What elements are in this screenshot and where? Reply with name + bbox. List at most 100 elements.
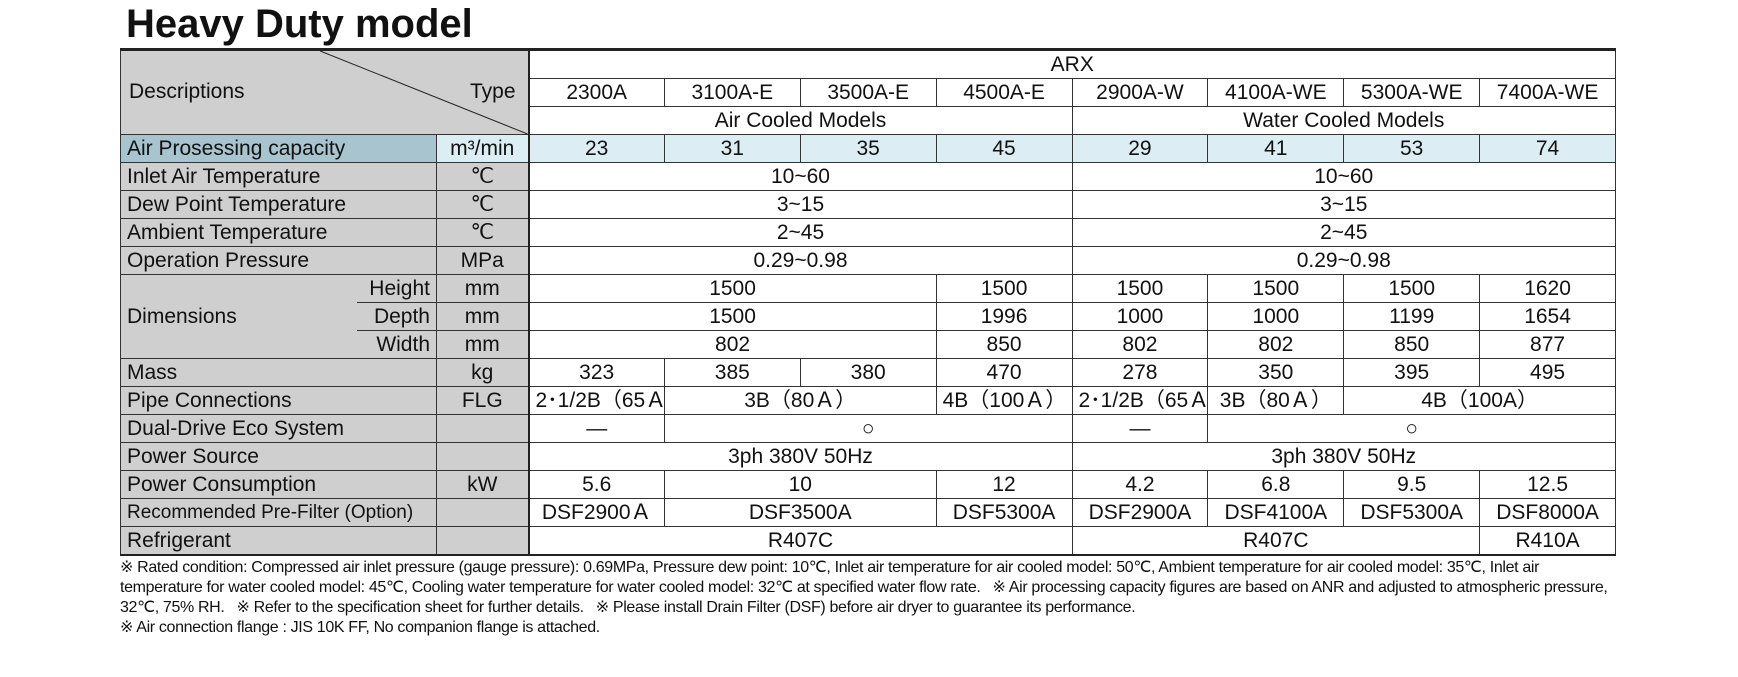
spec-row: Refrigerant R407C R407C R410A: [120, 526, 1616, 556]
spec-row: Operation Pressure MPa 0.29~0.98 0.29~0.98: [120, 246, 1616, 275]
value-cell: 802: [528, 330, 937, 359]
note: ※ Refer to the specification sheet for f…: [236, 599, 584, 616]
value-cell: 12.5: [1479, 470, 1616, 499]
value-cell: 1000: [1071, 302, 1209, 331]
value-cell: —: [1071, 414, 1209, 443]
row-label: Mass: [120, 358, 437, 387]
unit-cell: mm: [436, 302, 530, 331]
unit-cell: kW: [436, 470, 530, 499]
spec-row: Power Source 3ph 380V 50Hz 3ph 380V 50Hz: [120, 442, 1616, 471]
spec-row: Ambient Temperature ℃ 2~45 2~45: [120, 218, 1616, 247]
value-cell: 74: [1479, 134, 1616, 163]
header-row: Descriptions Type ARX: [120, 48, 1616, 135]
value-cell: 0.29~0.98: [528, 246, 1073, 275]
value-cell: 850: [935, 330, 1073, 359]
value-cell: DSF3500A: [663, 498, 937, 527]
value-cell: 4B（100Ａ）: [935, 386, 1073, 415]
dimension-row: Dimensions Height mm 1500 1500 1500 1500 1500 16…: [120, 274, 1616, 359]
corner-cell: Descriptions Type: [120, 48, 530, 135]
unit-cell: mm: [436, 274, 530, 303]
model-cell: 3100A-E: [663, 78, 801, 107]
note: ※ Rated condition: Compressed air inlet …: [120, 559, 1540, 596]
value-cell: 1199: [1343, 302, 1481, 331]
value-cell: 278: [1071, 358, 1209, 387]
value-cell: 802: [1071, 330, 1209, 359]
note: ※ Air connection flange : JIS 10K FF, No…: [120, 619, 600, 636]
value-cell: 35: [799, 134, 937, 163]
table-body: Descriptions Type ARX 2300A 3100A-E 3500A-…: [120, 48, 1616, 556]
spec-row: Pipe ConnectionsFLG2･1/2B（65Ａ）3B（80Ａ）4B（…: [120, 386, 1616, 415]
value-cell: ○: [663, 414, 1073, 443]
diagonal: [121, 51, 528, 134]
spec-table: Descriptions Type ARX 2300A 3100A-E 3500A-…: [120, 48, 1616, 556]
value-cell: 3~15: [1071, 190, 1616, 219]
value-cell: DSF5300A: [935, 498, 1073, 527]
value-cell: ○: [1207, 414, 1616, 443]
value-cell: 1620: [1479, 274, 1616, 303]
value-cell: 3B（80Ａ）: [1207, 386, 1345, 415]
unit-cell: kg: [436, 358, 530, 387]
value-cell: 1500: [1343, 274, 1481, 303]
unit-cell: m³/min: [436, 134, 530, 163]
spec-row: Recommended Pre-Filter (Option) DSF2900Ａ D…: [120, 498, 1616, 527]
unit-cell: [436, 442, 530, 471]
value-cell: 495: [1479, 358, 1616, 387]
row-label: Operation Pressure: [120, 246, 437, 275]
value-cell: 10~60: [528, 162, 1073, 191]
value-cell: 29: [1071, 134, 1209, 163]
spec-row: Inlet Air Temperature ℃ 10~60 10~60: [120, 162, 1616, 191]
value-cell: 1500: [528, 302, 937, 331]
value-cell: 395: [1343, 358, 1481, 387]
value-cell: 850: [1343, 330, 1481, 359]
group-cell: Air Cooled Models: [528, 106, 1073, 135]
value-cell: 877: [1479, 330, 1616, 359]
spec-row: Dew Point Temperature ℃ 3~15 3~15: [120, 190, 1616, 219]
value-cell: 2･1/2B（65Ａ）: [1071, 386, 1209, 415]
value-cell: 380: [799, 358, 937, 387]
unit-cell: ℃: [436, 190, 530, 219]
unit-cell: [436, 414, 530, 443]
note: ※ Please install Drain Filter (DSF) befo…: [595, 599, 1136, 616]
model-cell: 5300A-WE: [1343, 78, 1481, 107]
value-cell: 1500: [935, 274, 1073, 303]
value-cell: 1654: [1479, 302, 1616, 331]
value-cell: —: [528, 414, 665, 443]
value-cell: 3~15: [528, 190, 1073, 219]
row-sublabel: Height: [356, 274, 437, 303]
row-label: Dual-Drive Eco System: [120, 414, 437, 443]
unit-cell: ℃: [436, 218, 530, 247]
unit-cell: [436, 526, 530, 556]
row-sublabel: Depth: [356, 302, 437, 331]
value-cell: 10~60: [1071, 162, 1616, 191]
value-cell: 41: [1207, 134, 1345, 163]
unit-cell: mm: [436, 330, 530, 359]
value-cell: 4.2: [1071, 470, 1209, 499]
value-cell: DSF2900A: [1071, 498, 1209, 527]
row-label: Power Consumption: [120, 470, 437, 499]
title: Heavy Duty model: [126, 2, 473, 46]
value-cell: DSF8000A: [1479, 498, 1616, 527]
dimension-row: Width mm 802 850 802 802 850 877: [121, 330, 1616, 359]
model-cell: 4100A-WE: [1207, 78, 1345, 107]
value-cell: 0.29~0.98: [1071, 246, 1616, 275]
row-label: Air Prosessing capacity: [120, 134, 437, 163]
model-cell: 2300A: [528, 78, 665, 107]
value-cell: 6.8: [1207, 470, 1345, 499]
row-label: Power Source: [120, 442, 437, 471]
series-cell: ARX: [528, 48, 1616, 79]
row-label: Dew Point Temperature: [120, 190, 437, 219]
row-label: Ambient Temperature: [120, 218, 437, 247]
spec-row: Air Prosessing capacity m³/min 23 31 35 45 29 4…: [120, 134, 1616, 163]
value-cell: 10: [663, 470, 937, 499]
value-cell: 1996: [935, 302, 1073, 331]
value-cell: 4B（100A）: [1343, 386, 1616, 415]
row-label: Pipe Connections: [120, 386, 437, 415]
value-cell: 3ph 380V 50Hz: [1071, 442, 1616, 471]
row-label: Dimensions: [120, 274, 357, 359]
value-cell: 2~45: [1071, 218, 1616, 247]
descriptions-label: Descriptions: [129, 80, 245, 103]
value-cell: R410A: [1479, 526, 1616, 556]
value-cell: 1500: [1071, 274, 1209, 303]
spec-row: Dual-Drive Eco System — ○ — ○: [120, 414, 1616, 443]
